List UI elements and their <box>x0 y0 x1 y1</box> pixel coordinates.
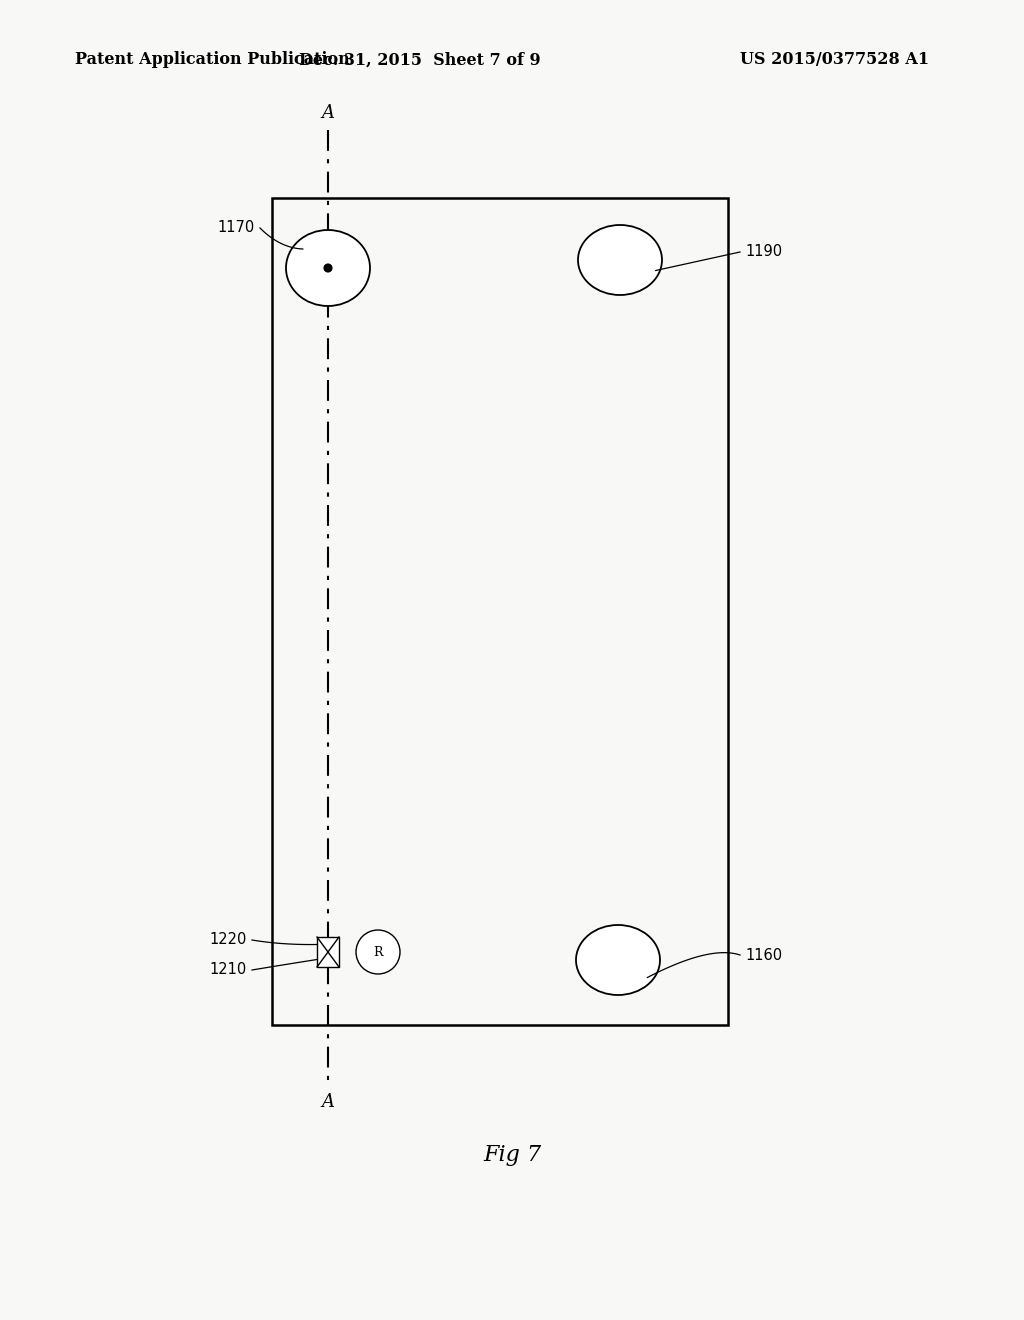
Text: Patent Application Publication: Patent Application Publication <box>75 51 350 69</box>
Text: Dec. 31, 2015  Sheet 7 of 9: Dec. 31, 2015 Sheet 7 of 9 <box>299 51 541 69</box>
Ellipse shape <box>286 230 370 306</box>
Text: 1210: 1210 <box>210 962 247 978</box>
Text: 1220: 1220 <box>210 932 247 948</box>
Text: 1160: 1160 <box>745 948 782 962</box>
Circle shape <box>356 931 400 974</box>
Ellipse shape <box>578 224 662 294</box>
Text: Fig 7: Fig 7 <box>483 1144 541 1166</box>
Text: 1190: 1190 <box>745 244 782 260</box>
Text: A: A <box>322 1093 335 1111</box>
Bar <box>317 937 339 968</box>
Ellipse shape <box>575 925 660 995</box>
Bar <box>272 198 728 1026</box>
Text: 1170: 1170 <box>218 220 255 235</box>
Text: R: R <box>374 945 383 958</box>
Text: A: A <box>322 104 335 121</box>
Text: US 2015/0377528 A1: US 2015/0377528 A1 <box>740 51 929 69</box>
Circle shape <box>324 264 332 272</box>
